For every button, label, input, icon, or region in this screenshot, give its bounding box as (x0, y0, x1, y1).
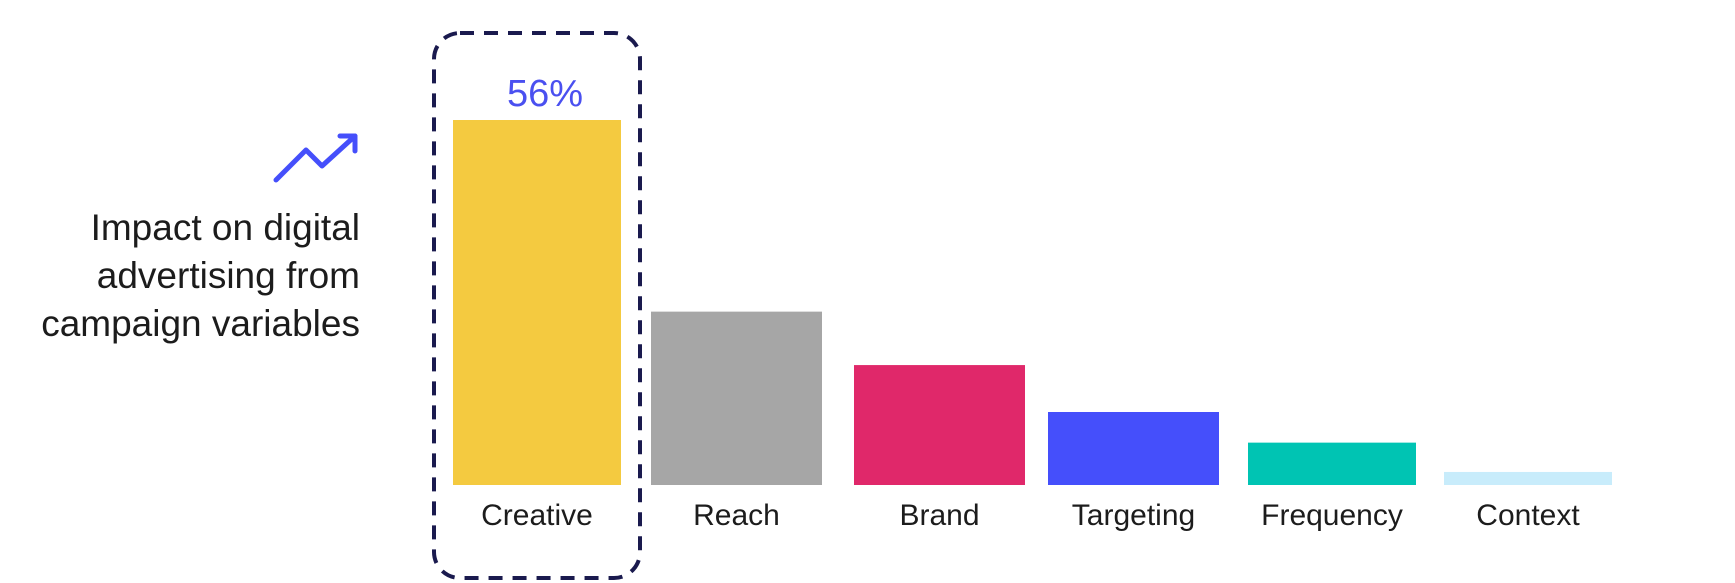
value-labels: 56% (507, 73, 583, 115)
bar-targeting (1048, 412, 1219, 485)
bar-creative (453, 120, 621, 485)
chart-title-line-2: advertising from (97, 255, 360, 296)
category-label-context: Context (1476, 499, 1580, 532)
value-label-creative: 56% (507, 73, 583, 115)
trending-up-icon (273, 133, 358, 183)
bars-layer (453, 120, 1612, 485)
bar-brand (854, 365, 1025, 485)
chart-title-line-1: Impact on digital (91, 207, 360, 248)
category-label-frequency: Frequency (1261, 499, 1403, 532)
chart-title-line-3: campaign variables (41, 303, 360, 344)
category-labels: Creative Reach Brand Targeting Frequency Cont… (481, 499, 1580, 532)
category-label-creative: Creative (481, 499, 593, 532)
bar-reach (651, 311, 822, 485)
highlight-box (432, 31, 642, 580)
bar-context (1444, 471, 1612, 485)
bar-frequency (1248, 442, 1416, 485)
trending-up-icon-line (273, 133, 358, 183)
category-label-reach: Reach (693, 499, 780, 532)
category-label-targeting: Targeting (1072, 499, 1195, 532)
title-block: Impact on digital advertising from campa… (41, 133, 360, 344)
trending-up-icon-arrowhead (337, 133, 358, 154)
category-label-brand: Brand (899, 499, 979, 532)
